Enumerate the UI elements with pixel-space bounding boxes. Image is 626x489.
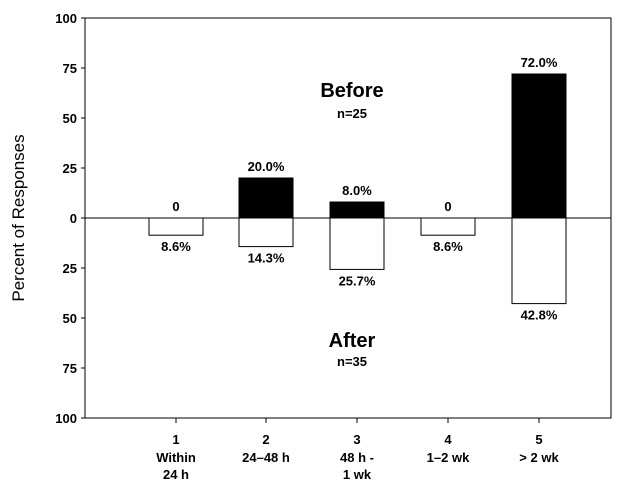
- bars: [148, 73, 567, 305]
- y-tick-label: 75: [63, 61, 77, 76]
- x-category-number: 3: [353, 432, 360, 447]
- after-n-label: n=35: [337, 354, 367, 369]
- x-category-label-line2: 24 h: [163, 467, 189, 482]
- after-bar: [329, 217, 385, 270]
- after-series-label: After: [329, 330, 376, 352]
- y-tick-label: 50: [63, 311, 77, 326]
- before-bar: [238, 177, 294, 219]
- before-bar: [511, 73, 567, 219]
- x-category-number: 1: [172, 432, 179, 447]
- x-category-number: 5: [535, 432, 542, 447]
- y-axis-ticks: 100 75 50 25 0 25 50 75 100: [55, 11, 85, 426]
- before-n-label: n=25: [337, 106, 367, 121]
- x-category-number: 4: [444, 432, 452, 447]
- x-category-label: 48 h -: [340, 450, 374, 465]
- x-category-label-line2: 1 wk: [343, 467, 372, 482]
- before-series-label: Before: [320, 80, 383, 102]
- y-tick-label: 0: [70, 211, 77, 226]
- after-bar: [148, 217, 204, 236]
- after-data-label: 8.6%: [433, 239, 463, 254]
- before-bar: [329, 201, 385, 219]
- after-bar: [238, 217, 294, 248]
- data-labels: 0 20.0% 8.0% 0 72.0% 8.6% 14.3% 25.7% 8.6% 42.8%: [161, 55, 558, 323]
- before-data-label: 8.0%: [342, 183, 372, 198]
- y-tick-label: 25: [63, 161, 77, 176]
- x-category-label: 1–2 wk: [427, 450, 470, 465]
- y-tick-label: 50: [63, 111, 77, 126]
- series-annotations: Before n=25 After n=35: [320, 80, 383, 369]
- after-data-label: 42.8%: [521, 308, 558, 323]
- x-category-label: 24–48 h: [242, 450, 290, 465]
- after-data-label: 14.3%: [248, 251, 285, 266]
- before-data-label: 72.0%: [521, 55, 558, 70]
- y-tick-label: 75: [63, 361, 77, 376]
- x-category-label: > 2 wk: [519, 450, 559, 465]
- before-data-label: 0: [172, 199, 179, 214]
- x-category-number: 2: [262, 432, 269, 447]
- after-data-label: 8.6%: [161, 239, 191, 254]
- y-tick-label: 100: [55, 411, 77, 426]
- after-bar: [511, 217, 567, 305]
- before-data-label: 0: [444, 199, 451, 214]
- after-bar: [420, 217, 476, 236]
- x-category-label: Within: [156, 450, 196, 465]
- y-tick-label: 100: [55, 11, 77, 26]
- after-data-label: 25.7%: [339, 273, 376, 288]
- y-axis-label: Percent of Responses: [9, 134, 28, 301]
- y-tick-label: 25: [63, 261, 77, 276]
- x-axis-ticks: 1 Within 24 h 2 24–48 h 3 48 h - 1 wk 4 1–2 wk 5 > …: [156, 418, 559, 482]
- before-data-label: 20.0%: [248, 159, 285, 174]
